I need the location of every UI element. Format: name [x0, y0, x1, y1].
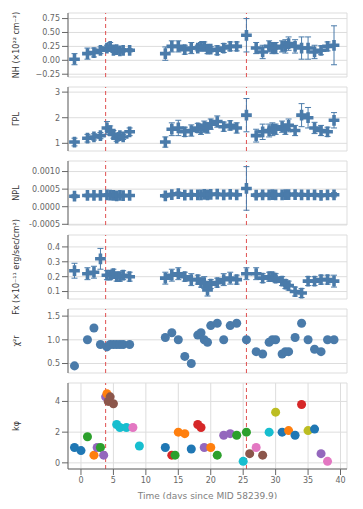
- svg-text:0: 0: [55, 459, 60, 468]
- html-text:ΓPL: ΓPL: [11, 112, 21, 126]
- svg-text:1.5: 1.5: [47, 312, 60, 321]
- svg-text:0.3: 0.3: [47, 258, 60, 267]
- svg-text:25: 25: [238, 476, 248, 485]
- svg-text:0: 0: [78, 476, 83, 485]
- svg-text:0.0000: 0.0000: [32, 203, 60, 212]
- svg-text:10: 10: [141, 476, 151, 485]
- svg-text:0.50: 0.50: [42, 28, 60, 37]
- svg-text:2: 2: [55, 428, 60, 437]
- svg-text:−0.25: −0.25: [35, 70, 60, 79]
- html-text:Fx (×10⁻¹¹ erg/sec/cm²): Fx (×10⁻¹¹ erg/sec/cm²): [11, 219, 21, 315]
- svg-text:30: 30: [271, 476, 281, 485]
- svg-text:1: 1: [55, 139, 60, 148]
- svg-text:0.2: 0.2: [47, 273, 60, 282]
- svg-text:0.00: 0.00: [42, 56, 60, 65]
- svg-text:2: 2: [55, 114, 60, 123]
- svg-text:5: 5: [111, 476, 116, 485]
- svg-text:0.0010: 0.0010: [32, 167, 60, 176]
- svg-text:-0.0005: -0.0005: [29, 220, 60, 229]
- svg-text:0.1: 0.1: [47, 287, 60, 296]
- html-text:NH (×10²² cm⁻²): NH (×10²² cm⁻²): [11, 11, 21, 79]
- svg-text:0.75: 0.75: [42, 14, 60, 23]
- html-text:χ²r: χ²r: [11, 335, 21, 347]
- svg-text:0.0005: 0.0005: [32, 185, 60, 194]
- svg-text:Time (days since MID 58239.9): Time (days since MID 58239.9): [137, 491, 278, 499]
- svg-text:0.25: 0.25: [42, 42, 60, 51]
- svg-text:35: 35: [303, 476, 313, 485]
- svg-text:0.4: 0.4: [47, 243, 60, 252]
- svg-text:4: 4: [55, 397, 60, 406]
- svg-text:0.5: 0.5: [47, 359, 60, 368]
- html-text:NPL: NPL: [11, 185, 21, 201]
- svg-text:40: 40: [335, 476, 345, 485]
- svg-text:15: 15: [173, 476, 183, 485]
- svg-text:1.0: 1.0: [47, 336, 60, 345]
- svg-text:3: 3: [55, 88, 60, 97]
- svg-text:20: 20: [206, 476, 216, 485]
- html-text:kφ: kφ: [11, 421, 21, 431]
